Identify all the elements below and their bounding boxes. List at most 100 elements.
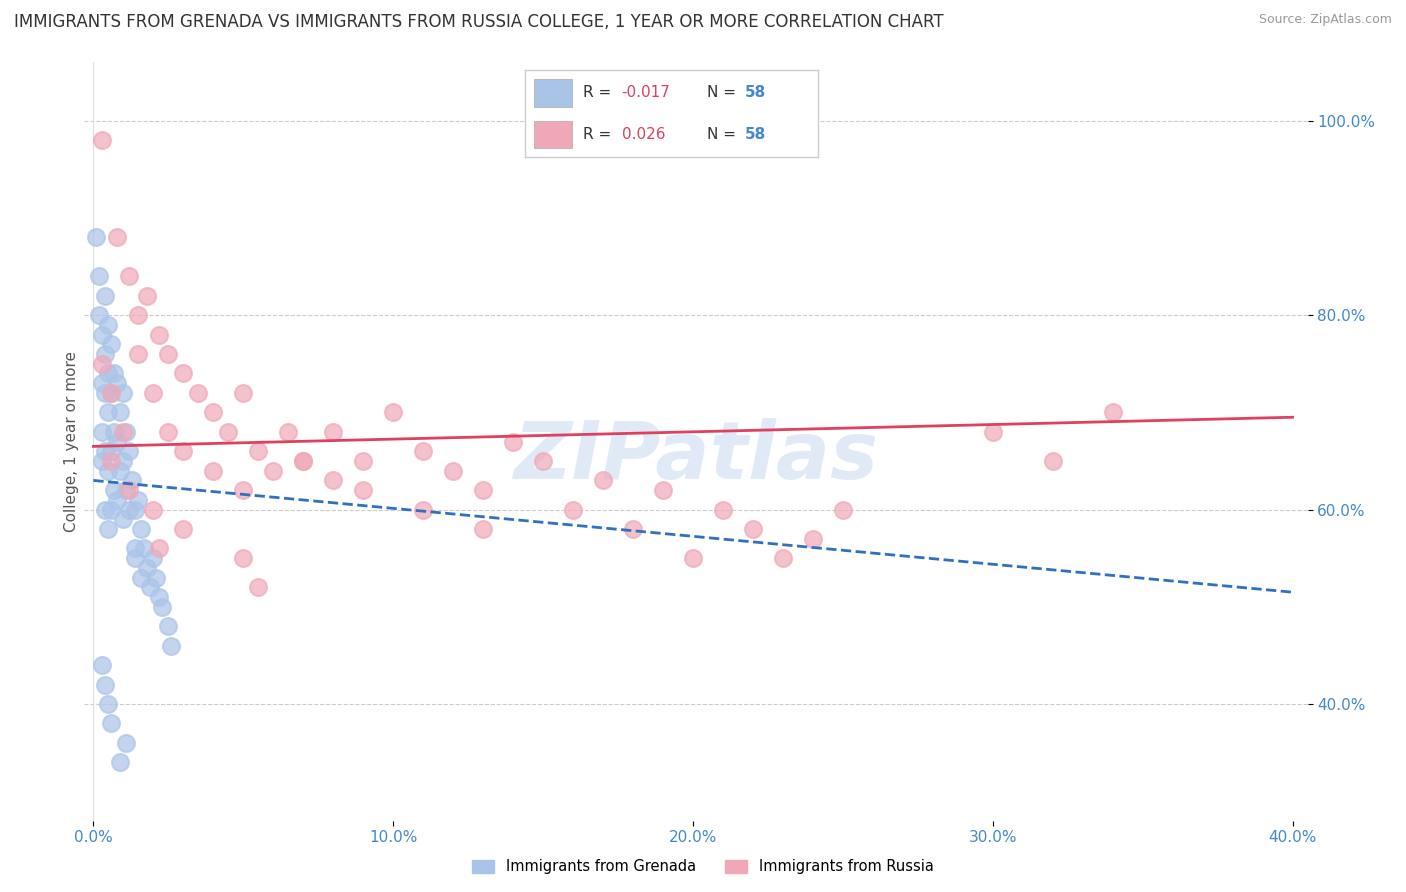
Point [134, 541, 156, 556]
Point [412, 444, 434, 458]
Point [112, 454, 135, 468]
Point [232, 386, 254, 401]
Point [202, 405, 225, 419]
Point [97, 367, 120, 381]
Point [103, 425, 125, 439]
Text: ZIPatlas: ZIPatlas [513, 417, 879, 496]
Point [110, 756, 132, 770]
Point [148, 541, 170, 556]
Point [531, 454, 554, 468]
Point [277, 425, 299, 439]
Point [91, 376, 114, 391]
Y-axis label: College, 1 year or more: College, 1 year or more [63, 351, 79, 532]
Point [105, 376, 128, 391]
Point [112, 386, 135, 401]
Text: IMMIGRANTS FROM GRENADA VS IMMIGRANTS FROM RUSSIA COLLEGE, 1 YEAR OR MORE CORREL: IMMIGRANTS FROM GRENADA VS IMMIGRANTS FR… [14, 13, 943, 31]
Point [124, 502, 146, 516]
Point [292, 454, 315, 468]
Point [118, 483, 141, 497]
Point [472, 483, 495, 497]
Point [94, 677, 117, 691]
Point [94, 289, 117, 303]
Point [652, 483, 675, 497]
Point [110, 405, 132, 419]
Point [100, 716, 122, 731]
Point [97, 464, 120, 478]
Point [110, 464, 132, 478]
Point [103, 483, 125, 497]
Point [262, 464, 284, 478]
Point [127, 308, 149, 322]
Point [124, 541, 146, 556]
Point [322, 474, 344, 488]
Point [592, 474, 614, 488]
Point [441, 464, 464, 478]
Point [172, 444, 194, 458]
Point [150, 599, 173, 614]
Point [160, 639, 183, 653]
Point [742, 522, 765, 536]
Point [105, 434, 128, 449]
Point [100, 386, 122, 401]
Point [145, 571, 167, 585]
Point [127, 492, 149, 507]
Point [157, 347, 180, 361]
Point [682, 551, 704, 566]
Point [322, 425, 344, 439]
Point [94, 347, 117, 361]
Point [97, 697, 120, 711]
Point [115, 483, 138, 497]
Legend: Immigrants from Grenada, Immigrants from Russia: Immigrants from Grenada, Immigrants from… [467, 854, 939, 880]
Point [139, 580, 162, 594]
Point [100, 444, 122, 458]
Point [91, 425, 114, 439]
Point [86, 230, 108, 244]
Point [91, 357, 114, 371]
Point [981, 425, 1004, 439]
Point [136, 561, 159, 575]
Point [91, 327, 114, 342]
Point [97, 318, 120, 332]
Point [232, 483, 254, 497]
Point [131, 522, 153, 536]
Point [115, 425, 138, 439]
Point [127, 347, 149, 361]
Point [562, 502, 585, 516]
Point [91, 454, 114, 468]
Point [97, 405, 120, 419]
Point [247, 444, 270, 458]
Text: Source: ZipAtlas.com: Source: ZipAtlas.com [1258, 13, 1392, 27]
Point [352, 483, 374, 497]
Point [94, 502, 117, 516]
Point [801, 532, 824, 546]
Point [124, 551, 146, 566]
Point [91, 658, 114, 673]
Point [118, 269, 141, 284]
Point [472, 522, 495, 536]
Point [115, 736, 138, 750]
Point [831, 502, 853, 516]
Point [100, 337, 122, 351]
Point [621, 522, 644, 536]
Point [89, 308, 111, 322]
Point [711, 502, 734, 516]
Point [148, 590, 170, 604]
Point [232, 551, 254, 566]
Point [94, 386, 117, 401]
Point [247, 580, 270, 594]
Point [112, 512, 135, 526]
Point [172, 367, 194, 381]
Point [1101, 405, 1123, 419]
Point [94, 444, 117, 458]
Point [118, 444, 141, 458]
Point [100, 502, 122, 516]
Point [105, 230, 128, 244]
Point [382, 405, 405, 419]
Point [148, 327, 170, 342]
Point [103, 367, 125, 381]
Point [202, 464, 225, 478]
Point [142, 386, 165, 401]
Point [100, 386, 122, 401]
Point [172, 522, 194, 536]
Point [89, 269, 111, 284]
